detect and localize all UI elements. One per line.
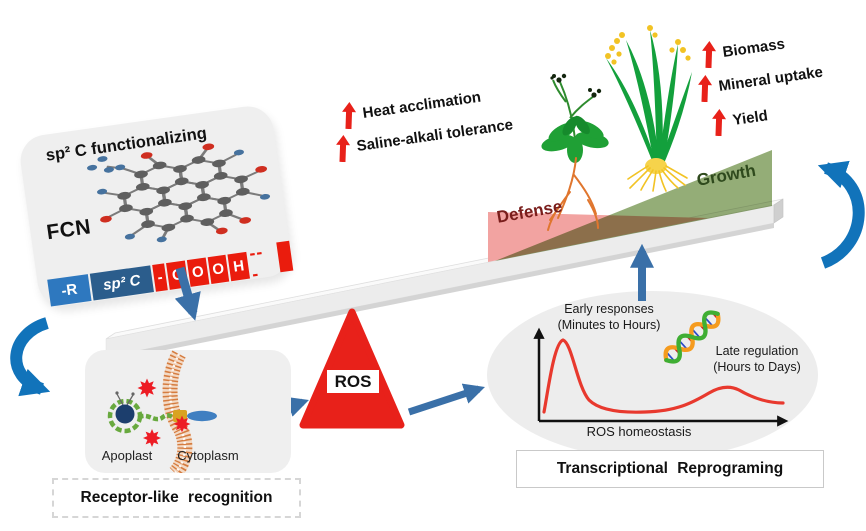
xaxis-label: ROS homeostasis bbox=[586, 424, 692, 439]
cytoplasm-label: Cytoplasm bbox=[177, 448, 239, 463]
up-arrow-icon bbox=[702, 41, 717, 69]
ros-label: ROS bbox=[327, 370, 379, 393]
benefit-biomass: Biomass bbox=[700, 31, 786, 69]
late-regulation-annotation: Late regulation (Hours to Days) bbox=[683, 344, 831, 375]
receptor-panel: Apoplast Cytoplasm bbox=[85, 350, 291, 473]
early-line2: (Minutes to Hours) bbox=[557, 317, 661, 332]
receptor-caption: Receptor-like recognition bbox=[52, 478, 301, 518]
curved-arrow-fcn-to-receptor bbox=[10, 317, 51, 397]
red-end-block bbox=[276, 240, 294, 273]
early-line1: Early responses bbox=[564, 302, 654, 316]
curved-arrow-feedback-to-plants bbox=[817, 160, 865, 269]
r-group-segment: -R bbox=[47, 273, 92, 307]
apoplast-label: Apoplast bbox=[101, 448, 153, 463]
functional-groups-bar: -R sp² C - C O O H --- bbox=[46, 238, 294, 314]
membrane-receptor-graphic bbox=[107, 350, 217, 473]
early-responses-annotation: Early responses (Minutes to Hours) bbox=[533, 302, 685, 333]
transcription-caption: Transcriptional Reprograming bbox=[516, 450, 824, 488]
late-line2: (Hours to Days) bbox=[713, 359, 801, 374]
bar-dashes: --- bbox=[247, 241, 265, 285]
cooh-segment: O bbox=[186, 257, 209, 287]
up-arrow-icon bbox=[698, 75, 713, 103]
benefit-mineral-uptake: Mineral uptake bbox=[696, 59, 825, 103]
rice-plant bbox=[605, 25, 692, 192]
transcription-panel: Early responses (Minutes to Hours) Late … bbox=[487, 291, 818, 459]
cooh-segment: C bbox=[166, 259, 189, 290]
up-arrow-icon bbox=[342, 102, 357, 130]
up-arrow-icon bbox=[336, 135, 351, 163]
benefit-label: Biomass bbox=[721, 35, 786, 61]
late-line1: Late regulation bbox=[715, 344, 799, 358]
receptor-complex bbox=[107, 391, 217, 434]
sp2c-segment: sp² C bbox=[89, 264, 154, 301]
cooh-segment: O bbox=[207, 254, 230, 284]
up-arrow-icon bbox=[712, 109, 727, 137]
defense-label: Defense bbox=[495, 196, 564, 227]
cooh-segment: H bbox=[227, 251, 250, 281]
benefit-heat-acclimation: Heat acclimation bbox=[340, 84, 483, 130]
cooh-segment: - bbox=[151, 262, 169, 292]
benefit-label: Yield bbox=[731, 107, 769, 129]
growth-label: Growth bbox=[695, 160, 758, 190]
benefit-yield: Yield bbox=[710, 102, 770, 137]
arrow-ros-to-transcription bbox=[407, 383, 485, 416]
benefit-label: Mineral uptake bbox=[717, 63, 824, 95]
ros-burst-icons bbox=[137, 378, 191, 447]
benefit-saline-alkali: Saline-alkali tolerance bbox=[334, 111, 515, 163]
ros-triangle bbox=[299, 308, 405, 429]
fcn-ligand bbox=[115, 404, 135, 424]
kinase-domain bbox=[187, 410, 217, 422]
fcn-panel: sp² C functionalizing FCN bbox=[17, 103, 294, 309]
